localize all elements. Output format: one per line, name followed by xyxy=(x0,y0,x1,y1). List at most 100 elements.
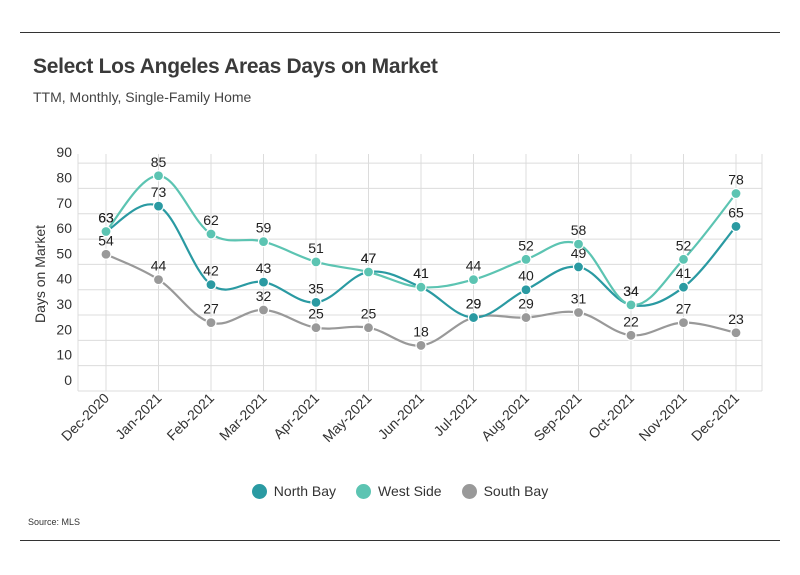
west-side-point xyxy=(572,238,585,250)
south-bay-data-label: 27 xyxy=(203,301,219,317)
south-bay-point xyxy=(730,327,742,339)
south-bay-data-label: 18 xyxy=(413,323,429,339)
south-bay-point xyxy=(257,304,270,316)
south-bay-data-label: 29 xyxy=(466,296,482,312)
legend-item-west-side: West Side xyxy=(356,483,442,499)
north-bay-data-label: 41 xyxy=(413,265,429,281)
west-side-data-label: 58 xyxy=(571,222,587,238)
y-tick-label: 70 xyxy=(56,195,72,211)
south-bay-data-label: 32 xyxy=(256,288,272,304)
north-bay-data-label: 49 xyxy=(571,245,587,261)
south-bay-point xyxy=(205,317,217,329)
west-side-data-label: 41 xyxy=(413,265,429,281)
north-bay-data-label: 42 xyxy=(203,263,219,279)
west-side-data-label: 62 xyxy=(203,212,219,228)
y-tick-label: 90 xyxy=(56,144,72,160)
west-side-point xyxy=(310,256,322,268)
x-tick-label: Aug-2021 xyxy=(478,390,532,444)
north-bay-data-label: 34 xyxy=(623,283,639,299)
north-bay-point xyxy=(152,200,165,212)
y-tick-label: 10 xyxy=(56,347,72,363)
legend-label-south-bay: South Bay xyxy=(483,483,549,499)
north-bay-point xyxy=(572,261,585,273)
x-tick-label: Dec-2020 xyxy=(58,390,112,444)
west-side-data-label: 47 xyxy=(361,250,377,266)
south-bay-point xyxy=(520,311,532,324)
legend-swatch-north-bay xyxy=(251,483,267,499)
west-side-data-label: 51 xyxy=(308,240,324,256)
west-side-point xyxy=(520,253,532,265)
north-bay-data-label: 29 xyxy=(466,296,482,312)
west-side-point xyxy=(100,225,112,238)
x-tick-label: Nov-2021 xyxy=(635,390,689,444)
south-bay-data-label: 54 xyxy=(98,232,114,248)
chart-subtitle: TTM, Monthly, Single-Family Home xyxy=(33,89,252,105)
north-bay-point xyxy=(467,311,480,324)
x-tick-label: Dec-2021 xyxy=(688,390,742,444)
legend-label-north-bay: North Bay xyxy=(273,483,337,499)
west-side-point xyxy=(152,170,165,182)
x-tick-label: Mar-2021 xyxy=(216,390,270,444)
legend-item-south-bay: South Bay xyxy=(461,483,549,499)
y-tick-label: 30 xyxy=(56,296,72,312)
south-bay-data-label: 31 xyxy=(571,291,587,307)
south-bay-point xyxy=(100,248,112,260)
south-bay-point xyxy=(625,329,637,341)
legend-item-north-bay: North Bay xyxy=(251,483,337,499)
bottom-rule xyxy=(20,540,780,541)
west-side-data-label: 59 xyxy=(256,220,272,236)
north-bay-data-label: 43 xyxy=(256,260,272,276)
west-side-point xyxy=(467,273,480,286)
legend: North Bay West Side South Bay xyxy=(0,483,800,499)
x-tick-label: Feb-2021 xyxy=(163,390,217,444)
north-bay-point xyxy=(520,284,532,296)
y-tick-label: 80 xyxy=(56,169,72,185)
west-side-data-label: 52 xyxy=(676,237,692,253)
top-rule xyxy=(20,32,780,33)
south-bay-data-label: 23 xyxy=(728,311,744,327)
x-tick-label: Apr-2021 xyxy=(270,390,322,442)
north-bay-data-label: 63 xyxy=(98,209,114,225)
chart-title: Select Los Angeles Areas Days on Market xyxy=(33,55,438,78)
north-bay-point xyxy=(257,276,270,288)
legend-swatch-south-bay xyxy=(461,483,477,499)
north-bay-data-label: 40 xyxy=(518,268,534,284)
x-tick-label: Jul-2021 xyxy=(430,390,479,439)
south-bay-point xyxy=(572,306,585,319)
south-bay-data-label: 44 xyxy=(151,258,167,274)
x-tick-label: Jan-2021 xyxy=(112,390,165,443)
x-tick-label: Sep-2021 xyxy=(530,390,584,444)
legend-swatch-west-side xyxy=(356,483,372,499)
y-tick-label: 50 xyxy=(56,245,72,261)
x-tick-label: May-2021 xyxy=(319,390,374,445)
x-tick-label: Oct-2021 xyxy=(585,390,637,442)
north-bay-data-label: 73 xyxy=(151,184,167,200)
y-tick-label: 0 xyxy=(64,372,72,388)
north-bay-data-label: 65 xyxy=(728,204,744,220)
y-tick-label: 20 xyxy=(56,321,72,337)
south-bay-point xyxy=(362,322,375,334)
north-bay-point xyxy=(310,296,322,308)
south-bay-data-label: 25 xyxy=(308,306,324,322)
north-bay-point xyxy=(730,220,742,233)
west-side-point xyxy=(205,228,217,240)
south-bay-data-label: 25 xyxy=(361,306,377,322)
west-side-data-label: 78 xyxy=(728,172,744,188)
south-bay-point xyxy=(152,273,165,286)
west-side-point xyxy=(677,253,690,265)
north-bay-point xyxy=(677,281,690,293)
north-bay-data-label: 41 xyxy=(676,265,692,281)
y-tick-label: 60 xyxy=(56,220,72,236)
source-note: Source: MLS xyxy=(28,517,81,527)
west-side-point xyxy=(625,299,637,311)
west-side-data-label: 44 xyxy=(466,258,482,274)
west-side-point xyxy=(257,236,270,248)
x-tick-label: Jun-2021 xyxy=(375,390,428,443)
south-bay-data-label: 27 xyxy=(676,301,692,317)
west-side-point xyxy=(730,187,742,200)
south-bay-point xyxy=(310,322,322,334)
north-bay-data-label: 47 xyxy=(361,250,377,266)
north-bay-point xyxy=(205,279,217,291)
y-tick-label: 40 xyxy=(56,271,72,287)
